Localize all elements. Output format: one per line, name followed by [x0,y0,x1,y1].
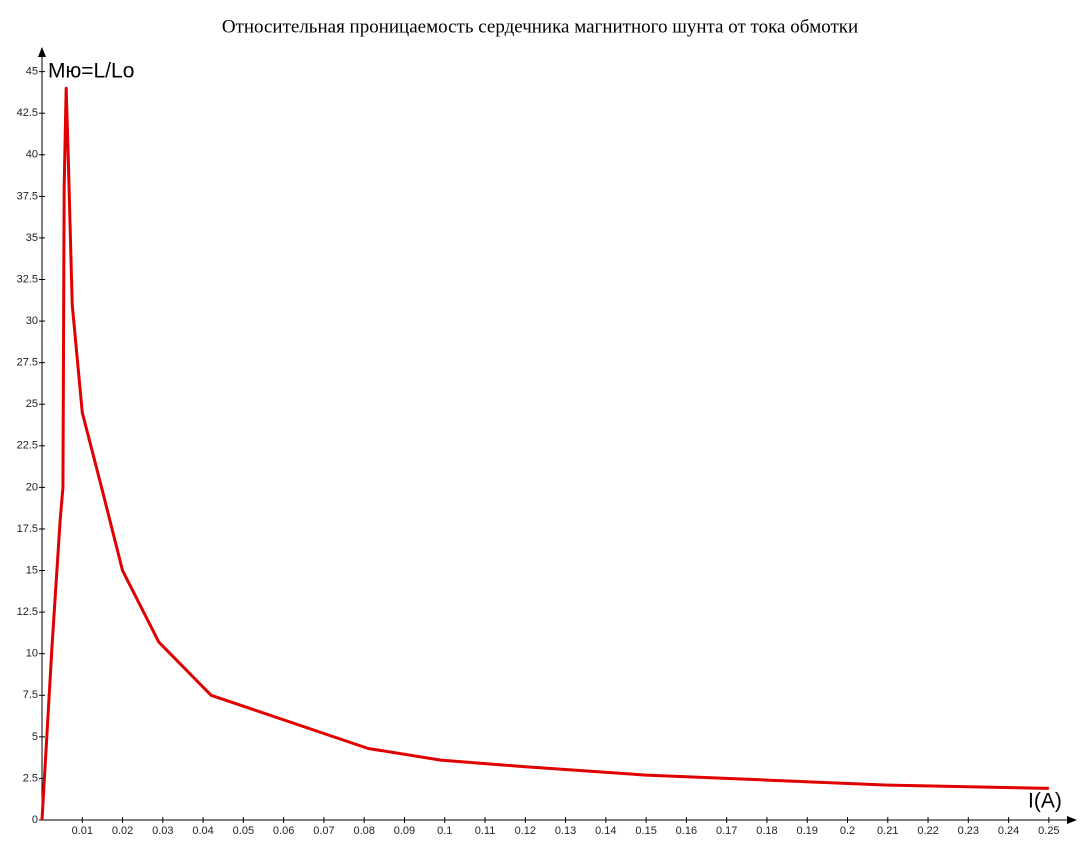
y-tick-label: 20 [26,481,38,493]
x-tick-label: 0.18 [756,825,777,837]
y-tick-label: 10 [26,648,38,660]
x-axis-arrow [1067,816,1077,824]
y-tick-label: 32.5 [17,273,38,285]
x-tick-label: 0.21 [877,825,898,837]
y-tick-label: 0 [32,814,38,826]
x-tick-label: 0.11 [475,825,496,837]
x-tick-label: 0.07 [313,825,334,837]
y-tick-label: 37.5 [17,190,38,202]
y-tick-label: 15 [26,564,38,576]
data-line [40,86,1049,821]
x-tick-label: 0.14 [595,825,616,837]
x-tick-label: 0.16 [676,825,697,837]
y-tick-label: 17.5 [17,523,38,535]
y-tick-label: 2.5 [23,772,38,784]
x-tick-label: 0.03 [152,825,173,837]
y-tick-label: 7.5 [23,689,38,701]
y-tick-label: 27.5 [17,357,38,369]
x-tick-label: 0.08 [353,825,374,837]
chart-title: Относительная проницаемость сердечника м… [222,16,858,37]
x-tick-label: 0.12 [515,825,536,837]
x-tick-label: 0.23 [958,825,979,837]
x-tick-label: 0.13 [555,825,576,837]
y-axis-label: Мю=L/Lo [48,60,134,83]
y-axis-arrow [38,47,46,57]
x-tick-label: 0.24 [998,825,1019,837]
x-tick-label: 0.02 [112,825,133,837]
x-tick-label: 0.1 [437,825,452,837]
y-tick-label: 40 [26,149,38,161]
x-tick-label: 0.17 [716,825,737,837]
x-tick-label: 0.09 [394,825,415,837]
x-tick-label: 0.25 [1038,825,1059,837]
x-tick-label: 0.06 [273,825,294,837]
y-tick-label: 30 [26,315,38,327]
y-tick-label: 42.5 [17,107,38,119]
y-tick-label: 12.5 [17,606,38,618]
y-tick-label: 45 [26,66,38,78]
y-tick-label: 25 [26,398,38,410]
x-tick-label: 0.15 [635,825,656,837]
x-tick-label: 0.22 [917,825,938,837]
x-axis-label: I(A) [1028,790,1062,813]
x-tick-label: 0.04 [192,825,213,837]
x-tick-label: 0.05 [233,825,254,837]
y-tick-label: 22.5 [17,440,38,452]
x-tick-label: 0.19 [797,825,818,837]
y-tick-label: 5 [32,731,38,743]
x-tick-label: 0.01 [72,825,93,837]
y-tick-label: 35 [26,232,38,244]
x-tick-label: 0.2 [840,825,855,837]
